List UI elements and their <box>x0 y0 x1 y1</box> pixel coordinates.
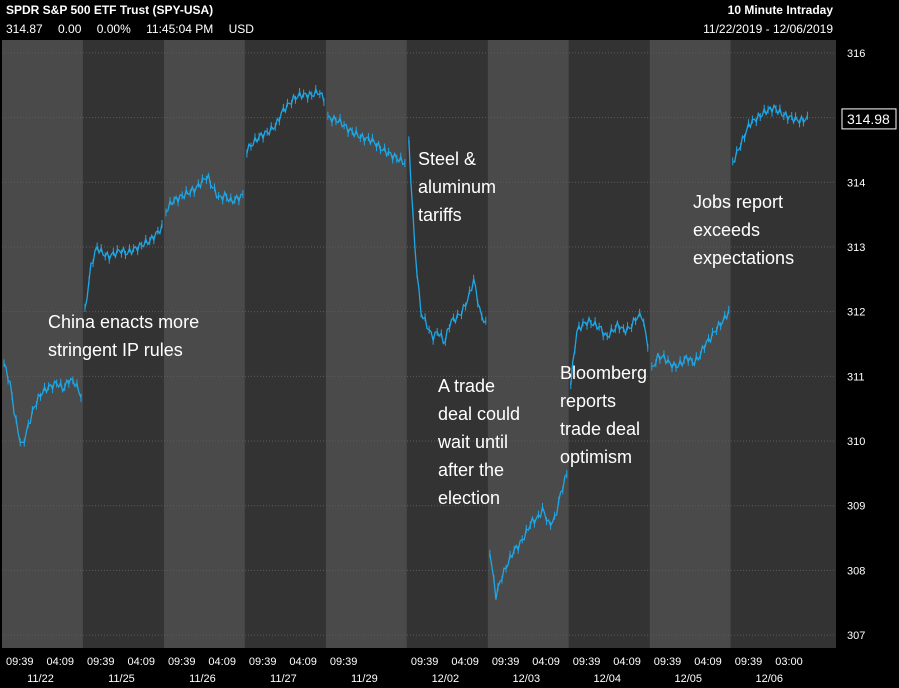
x-tick-time: 04:09 <box>694 656 722 668</box>
last-price: 314.87 <box>6 22 43 36</box>
y-tick-label: 314 <box>847 177 865 189</box>
x-tick-time: 04:09 <box>451 656 479 668</box>
annotation-jobs-report: Jobs report exceeds expectations <box>693 192 795 268</box>
annotation-china-ip: China enacts more stringent IP rules <box>48 312 200 360</box>
x-tick-date: 12/02 <box>432 673 460 685</box>
x-tick-time: 09:39 <box>87 656 115 668</box>
x-tick-time: 09:39 <box>168 656 196 668</box>
y-tick-label: 313 <box>847 242 865 254</box>
x-tick-time: 09:39 <box>411 656 439 668</box>
series-line <box>570 310 649 386</box>
price-tag-group: 314.98 <box>841 108 897 130</box>
x-axis: 09:39 04:09 11/22 09:39 04:09 11/25 09:39 04:09… <box>6 656 803 685</box>
series-line <box>408 140 487 345</box>
y-axis: 307308309310311312313314315316 <box>847 48 865 642</box>
annotation-trade-deal-wait: A trade deal could wait until after the … <box>438 376 521 508</box>
x-tick-time: 04:09 <box>127 656 155 668</box>
series-line <box>489 473 568 600</box>
x-tick-date: 11/25 <box>108 673 135 685</box>
x-tick-time: 04:09 <box>532 656 560 668</box>
x-tick-date: 11/22 <box>27 673 54 685</box>
interval-label: 10 Minute Intraday <box>727 3 833 17</box>
x-tick-date: 11/29 <box>351 673 378 685</box>
y-tick-label: 316 <box>847 48 865 60</box>
y-tick-label: 308 <box>847 565 865 577</box>
x-tick-date: 11/27 <box>270 673 297 685</box>
series-line <box>651 309 730 371</box>
x-tick-time: 09:39 <box>492 656 520 668</box>
annotation-bloomberg: Bloomberg reports trade deal optimism <box>560 363 648 467</box>
price-change-pct: 0.00% <box>96 22 131 36</box>
session-band <box>730 40 836 648</box>
price-tag <box>841 108 897 130</box>
session-band <box>82 40 164 648</box>
session-band <box>163 40 245 648</box>
security-title: SPDR S&P 500 ETF Trust (SPY-USA) <box>6 3 214 17</box>
x-tick-date: 12/05 <box>674 673 702 685</box>
y-tick-label: 310 <box>847 436 865 448</box>
series-line <box>246 86 325 154</box>
date-range: 11/22/2019 - 12/06/2019 <box>703 22 833 36</box>
session-band <box>2 40 83 648</box>
x-tick-time: 04:09 <box>46 656 74 668</box>
session-band <box>568 40 650 648</box>
session-band <box>244 40 326 648</box>
x-tick-time: 09:39 <box>6 656 34 668</box>
session-band <box>406 40 488 648</box>
chart-header: SPDR S&P 500 ETF Trust (SPY-USA) 314.87 … <box>0 0 899 40</box>
series-line <box>3 363 82 444</box>
x-tick-date: 12/06 <box>755 673 783 685</box>
session-band <box>487 40 569 648</box>
x-tick-time: 04:09 <box>613 656 641 668</box>
x-tick-time: 04:09 <box>208 656 236 668</box>
session-band <box>325 40 407 648</box>
gridlines <box>2 52 836 636</box>
x-tick-time: 09:39 <box>249 656 277 668</box>
currency: USD <box>228 22 254 36</box>
x-tick-date: 12/04 <box>594 673 622 685</box>
quote-line: 314.87 0.00 0.00% 11:45:04 PM USD <box>6 22 266 36</box>
series-line <box>84 223 163 308</box>
y-tick-label: 309 <box>847 501 865 513</box>
x-tick-time: 04:09 <box>289 656 317 668</box>
x-tick-time: 09:39 <box>735 656 763 668</box>
series-line <box>732 103 808 163</box>
x-tick-date: 11/26 <box>189 673 216 685</box>
price-series <box>3 85 808 600</box>
y-tick-label: 311 <box>847 371 865 383</box>
y-tick-label: 307 <box>847 630 865 642</box>
x-tick-time: 09:39 <box>573 656 601 668</box>
x-tick-time: 09:39 <box>330 656 358 668</box>
series-line <box>165 171 243 213</box>
price-change: 0.00 <box>58 22 82 36</box>
annotation-steel-tariffs: Steel & aluminum tariffs <box>418 149 497 225</box>
series-line <box>327 113 406 166</box>
x-tick-time: 03:00 <box>775 656 803 668</box>
x-tick-time: 09:39 <box>654 656 682 668</box>
session-bands <box>2 40 836 648</box>
session-band <box>649 40 731 648</box>
x-tick-date: 12/03 <box>513 673 541 685</box>
quote-time: 11:45:04 PM <box>146 22 214 36</box>
price-tag-value: 314.98 <box>847 111 890 127</box>
y-tick-label: 312 <box>847 307 865 319</box>
